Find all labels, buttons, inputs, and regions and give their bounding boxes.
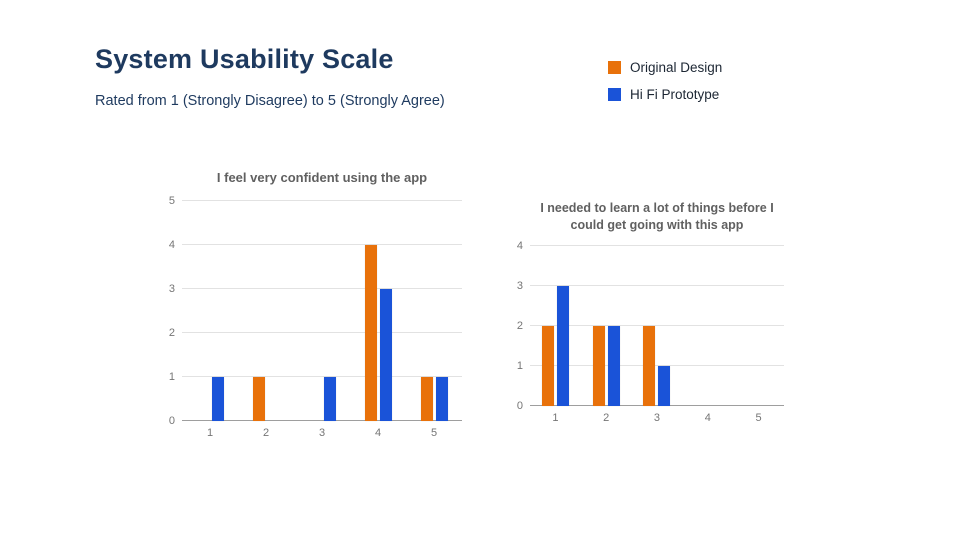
bar-hi-fi-prototype — [658, 365, 671, 406]
chart-legend: Original Design Hi Fi Prototype — [608, 60, 722, 102]
gridline — [530, 364, 784, 366]
x-axis: 1 2 3 4 5 — [182, 427, 462, 439]
chart-plot: 0 1 2 3 4 5 — [158, 195, 462, 427]
x-axis-baseline — [182, 420, 462, 421]
bar-chart-confident-using-app: I feel very confident using the app 0 1 2 3… — [158, 170, 462, 439]
bar-hi-fi-prototype — [556, 285, 569, 406]
x-axis-label: 4 — [374, 427, 382, 439]
bar-hi-fi-prototype — [211, 377, 224, 421]
y-axis-label: 1 — [516, 359, 523, 372]
chart-title: I feel very confident using the app — [216, 170, 428, 185]
bar-original-design — [364, 245, 377, 421]
y-axis-label: 0 — [516, 399, 523, 412]
gridline — [182, 244, 462, 245]
bar-group — [530, 246, 581, 406]
bar-hi-fi-prototype — [323, 377, 336, 421]
bar-original-design — [592, 325, 605, 406]
bar-original-design — [420, 377, 433, 421]
bar-hi-fi-prototype — [607, 325, 620, 406]
bar-original-design — [541, 325, 554, 406]
y-axis: 0 1 2 3 4 — [506, 240, 530, 412]
legend-label: Original Design — [630, 60, 723, 75]
x-axis-baseline — [530, 404, 784, 406]
chart-title: I needed to learn a lot of things before… — [540, 201, 774, 232]
y-axis-label: 0 — [168, 415, 175, 427]
y-axis: 0 1 2 3 4 5 — [158, 195, 182, 427]
bar-group — [581, 246, 632, 406]
bar-group — [682, 246, 733, 406]
x-axis-label: 2 — [603, 411, 610, 424]
legend-item-hi-fi-prototype: Hi Fi Prototype — [608, 87, 722, 102]
y-axis-label: 3 — [516, 279, 523, 292]
gridline — [182, 376, 462, 377]
y-axis-label: 4 — [168, 239, 175, 251]
x-axis: 1 2 3 4 5 — [530, 412, 784, 424]
bar-group — [733, 246, 784, 406]
page-subtitle: Rated from 1 (Strongly Disagree) to 5 (S… — [95, 93, 445, 109]
original-design-swatch — [608, 61, 621, 74]
x-axis-label: 1 — [206, 427, 214, 439]
y-axis-label: 2 — [168, 327, 175, 339]
x-axis-label: 5 — [755, 411, 762, 424]
bar-group — [294, 201, 350, 421]
gridline — [530, 324, 784, 326]
bar-chart-needed-to-learn: I needed to learn a lot of things before… — [506, 200, 784, 424]
bar-group — [182, 201, 238, 421]
chart-plot: 0 1 2 3 4 — [506, 240, 784, 412]
bar-original-design — [643, 325, 656, 406]
gridline — [182, 332, 462, 333]
gridline — [182, 288, 462, 289]
gridline — [182, 200, 462, 201]
bar-group — [350, 201, 406, 421]
x-axis-label: 1 — [552, 411, 559, 424]
legend-item-original-design: Original Design — [608, 60, 722, 75]
x-axis-label: 3 — [653, 411, 661, 424]
bar-group — [238, 201, 294, 421]
bar-group — [632, 246, 683, 406]
bar-hi-fi-prototype — [379, 289, 392, 421]
bar-hi-fi-prototype — [435, 377, 448, 421]
x-axis-label: 4 — [704, 411, 711, 424]
plot-area — [182, 200, 462, 421]
bar-original-design — [252, 377, 265, 421]
x-axis-label: 3 — [318, 427, 326, 439]
bar-group — [406, 201, 462, 421]
x-axis-label: 5 — [430, 427, 438, 439]
gridline — [530, 244, 784, 246]
y-axis-label: 3 — [168, 283, 175, 295]
plot-area — [530, 244, 784, 406]
y-axis-label: 1 — [168, 371, 175, 383]
page-title: System Usability Scale — [95, 44, 394, 74]
x-axis-label: 2 — [262, 427, 270, 439]
hi-fi-prototype-swatch — [608, 88, 621, 101]
y-axis-label: 5 — [168, 195, 175, 207]
legend-label: Hi Fi Prototype — [630, 87, 720, 102]
y-axis-label: 2 — [516, 319, 523, 332]
y-axis-label: 4 — [516, 239, 523, 252]
gridline — [530, 284, 784, 286]
